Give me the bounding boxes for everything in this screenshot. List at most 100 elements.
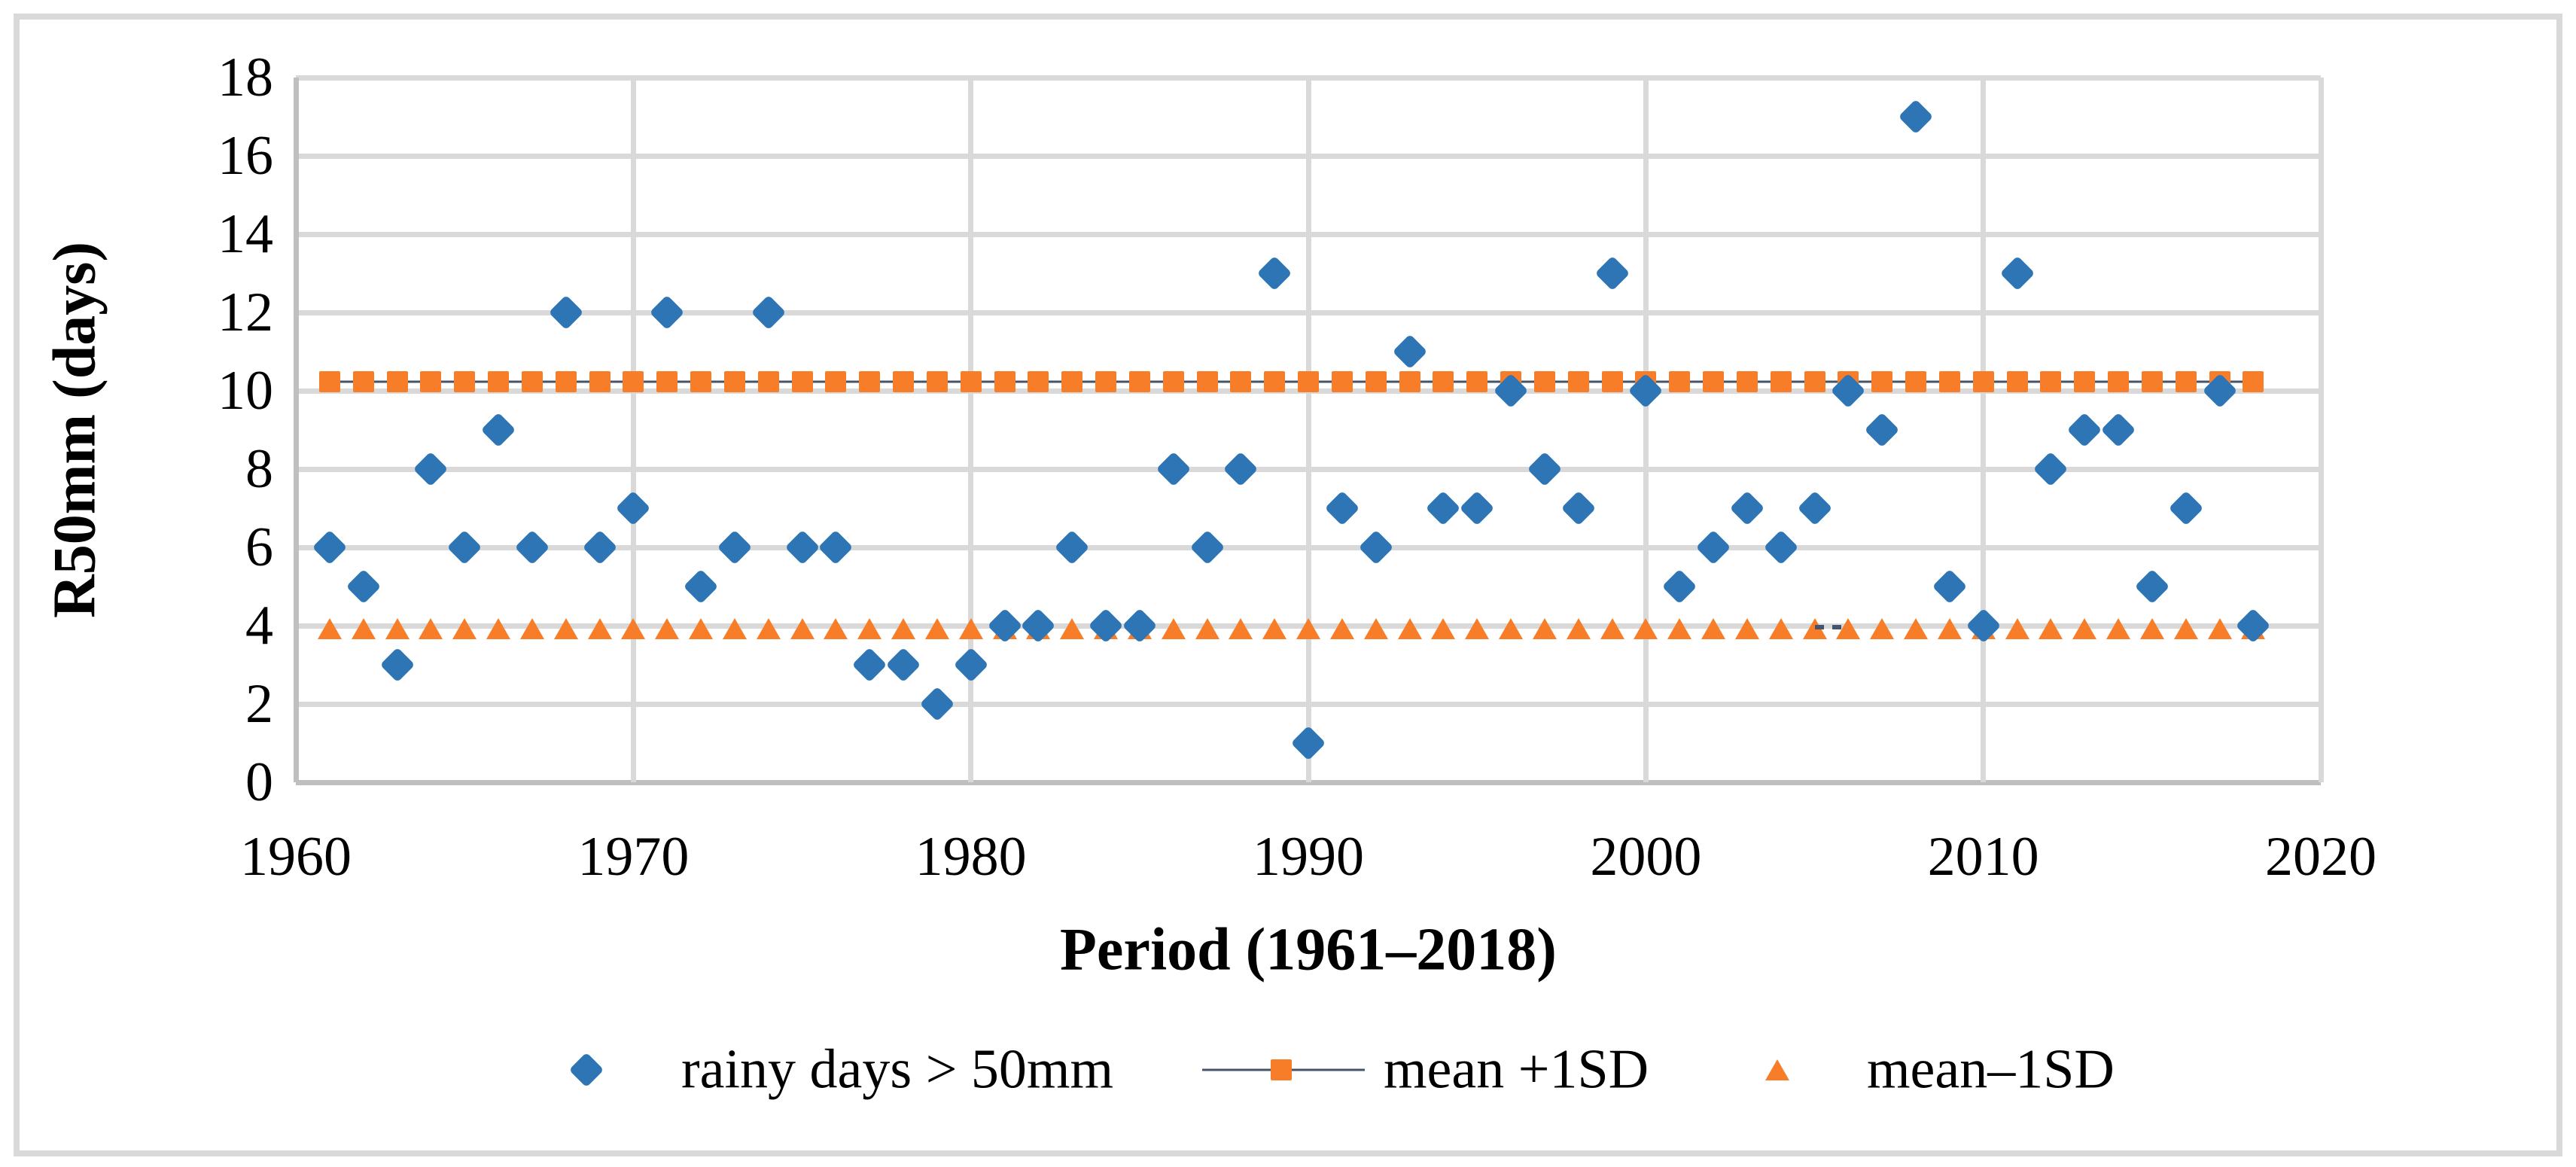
mean-plus-1sd-point bbox=[2074, 371, 2096, 393]
rainy-days-point bbox=[1763, 529, 1798, 565]
x-tick-label: 1960 bbox=[240, 826, 352, 888]
rainy-days-point bbox=[649, 294, 685, 331]
mean-minus-1sd-point bbox=[1363, 617, 1388, 639]
mean-minus-1sd-point bbox=[1600, 617, 1624, 639]
mean-minus-1sd-point bbox=[385, 617, 410, 639]
rainy-days-point bbox=[953, 647, 988, 683]
mean-plus-1sd-point bbox=[1533, 371, 1555, 393]
figure-border bbox=[14, 14, 2562, 1156]
legend-square-icon bbox=[1271, 1059, 1292, 1080]
rainy-days-point bbox=[1527, 451, 1563, 487]
mean-plus-1sd-point bbox=[318, 371, 340, 393]
mean-plus-1sd-point bbox=[1972, 371, 1994, 393]
mean-minus-1sd-point bbox=[1296, 617, 1320, 639]
mean-minus-1sd-point bbox=[857, 617, 882, 639]
rainy-days-point bbox=[1797, 490, 1832, 526]
mean-minus-1sd-point bbox=[958, 617, 983, 639]
mean-plus-1sd-point bbox=[1331, 371, 1353, 393]
x-tick-label: 2010 bbox=[1927, 826, 2039, 888]
rainy-days-point bbox=[2032, 451, 2069, 487]
x-tick-label: 1980 bbox=[915, 826, 1027, 888]
rainy-days-point bbox=[615, 490, 651, 526]
rainy-days-point bbox=[413, 451, 449, 487]
mean-plus-1sd-point bbox=[1601, 371, 1623, 393]
y-tick-label: 14 bbox=[218, 203, 273, 265]
rainy-days-point bbox=[1425, 490, 1461, 526]
rainy-days-point bbox=[717, 529, 753, 565]
y-tick-label: 18 bbox=[218, 47, 273, 108]
rainy-days-point bbox=[582, 529, 617, 565]
stray-dash-artifact bbox=[1814, 625, 1842, 629]
mean-minus-1sd-point bbox=[621, 617, 646, 639]
mean-minus-1sd-point bbox=[689, 617, 713, 639]
rainy-days-point bbox=[1290, 725, 1326, 761]
mean-minus-1sd-point bbox=[1870, 617, 1895, 639]
mean-minus-1sd-point bbox=[2005, 617, 2029, 639]
y-tick-label: 12 bbox=[218, 282, 273, 343]
mean-minus-1sd-point bbox=[1161, 617, 1186, 639]
mean-minus-1sd-point bbox=[1465, 617, 1490, 639]
mean-minus-1sd-point bbox=[1768, 617, 1793, 639]
mean-minus-1sd-point bbox=[317, 617, 342, 639]
rainy-days-point bbox=[548, 294, 583, 331]
y-tick-label: 2 bbox=[245, 673, 273, 735]
rainy-days-point bbox=[1358, 529, 1393, 565]
rainy-days-point bbox=[1054, 529, 1090, 565]
mean-plus-1sd-point bbox=[1804, 371, 1825, 393]
y-axis-title: R50mm (days) bbox=[41, 242, 108, 618]
rainy-days-point bbox=[919, 686, 955, 722]
mean-plus-1sd-point bbox=[2108, 371, 2129, 393]
rainy-days-point bbox=[1695, 529, 1731, 565]
rainy-days-point bbox=[2168, 490, 2203, 526]
rainy-days-point bbox=[1864, 412, 1900, 448]
y-tick-label: 4 bbox=[245, 595, 273, 657]
gridline-vertical bbox=[630, 78, 636, 782]
mean-plus-1sd-point bbox=[1770, 371, 1792, 393]
gridline-vertical bbox=[1981, 78, 1987, 782]
mean-minus-1sd-point bbox=[553, 617, 578, 639]
rainy-days-point bbox=[480, 412, 516, 448]
rainy-days-point bbox=[379, 647, 415, 683]
rainy-days-point bbox=[1493, 373, 1529, 409]
mean-minus-1sd-point bbox=[756, 617, 781, 639]
rainy-days-point bbox=[514, 529, 550, 565]
rainy-days-point bbox=[1561, 490, 1596, 526]
mean-plus-1sd-point bbox=[994, 371, 1015, 393]
mean-plus-1sd-point bbox=[1196, 371, 1218, 393]
y-axis-line bbox=[293, 78, 299, 782]
mean-plus-1sd-point bbox=[690, 371, 711, 393]
mean-plus-1sd-point bbox=[1669, 371, 1691, 393]
mean-plus-1sd-point bbox=[2141, 371, 2163, 393]
rainy-days-point bbox=[1830, 373, 1866, 409]
mean-plus-1sd-point bbox=[1399, 371, 1420, 393]
mean-minus-1sd-point bbox=[587, 617, 612, 639]
mean-plus-1sd-point bbox=[757, 371, 779, 393]
mean-minus-1sd-point bbox=[2173, 617, 2198, 639]
mean-minus-1sd-point bbox=[722, 617, 747, 639]
mean-minus-1sd-point bbox=[1667, 617, 1692, 639]
mean-minus-1sd-point bbox=[486, 617, 510, 639]
rainy-days-point bbox=[1628, 373, 1664, 409]
mean-plus-1sd-point bbox=[1433, 371, 1454, 393]
mean-minus-1sd-point bbox=[1431, 617, 1456, 639]
mean-minus-1sd-point bbox=[824, 617, 848, 639]
mean-plus-1sd-point bbox=[960, 371, 982, 393]
mean-minus-1sd-point bbox=[1634, 617, 1658, 639]
x-tick-label: 2020 bbox=[2265, 826, 2377, 888]
rainy-days-point bbox=[1999, 255, 2035, 291]
mean-plus-1sd-point bbox=[1061, 371, 1083, 393]
rainy-days-point bbox=[784, 529, 820, 565]
gridline-vertical bbox=[2318, 78, 2324, 782]
rainy-days-point bbox=[1324, 490, 1360, 526]
mean-minus-1sd-point bbox=[1195, 617, 1219, 639]
mean-plus-1sd-point bbox=[825, 371, 847, 393]
mean-minus-1sd-point bbox=[2207, 617, 2232, 639]
gridline-vertical bbox=[1305, 78, 1311, 782]
mean-minus-1sd-point bbox=[2039, 617, 2063, 639]
mean-plus-1sd-point bbox=[352, 371, 374, 393]
x-axis-title: Period (1961–2018) bbox=[1060, 916, 1557, 983]
y-tick-label: 6 bbox=[245, 516, 273, 578]
mean-minus-1sd-point bbox=[1566, 617, 1591, 639]
